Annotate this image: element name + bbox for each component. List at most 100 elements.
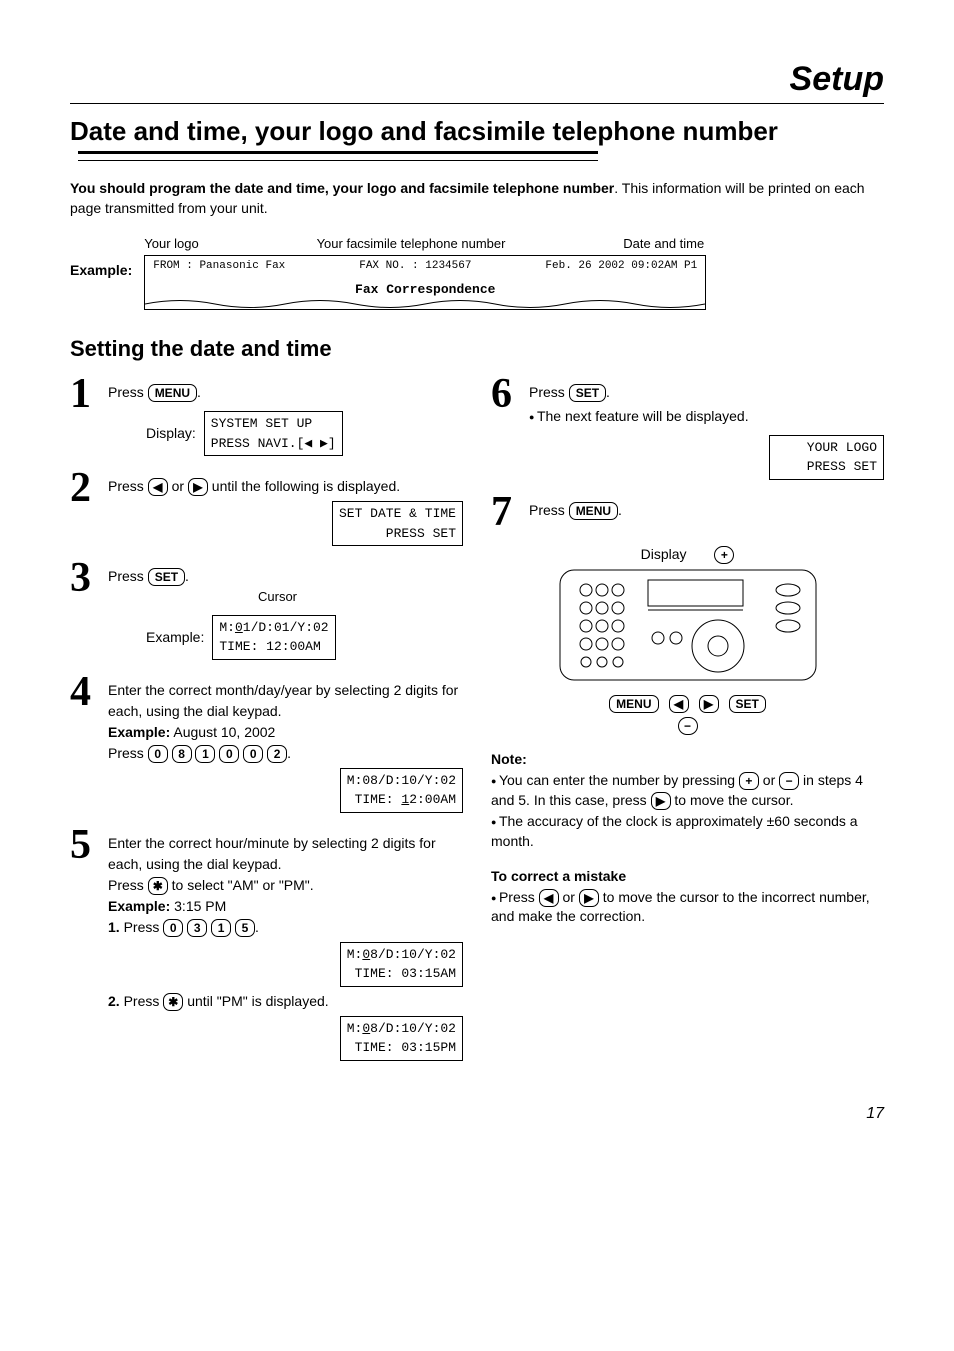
step-num-7: 7: [491, 494, 519, 532]
fax-from: FROM : Panasonic Fax: [153, 260, 285, 272]
right-arrow-key: ▶: [188, 478, 208, 496]
digit-key: 1: [211, 919, 231, 937]
s6-a: Press: [529, 384, 569, 400]
s4-ex-val: August 10, 2002: [170, 724, 275, 740]
step-2: 2 Press ◀ or ▶ until the following is di…: [70, 470, 463, 550]
s5-line1: Enter the correct hour/minute by selecti…: [108, 835, 436, 872]
right-arrow-key: ▶: [579, 889, 599, 907]
s2-mid: or: [168, 478, 188, 494]
s6-b: .: [606, 384, 610, 400]
s7-b: .: [618, 502, 622, 518]
example-block: Example: Your logo Your facsimile teleph…: [70, 236, 884, 310]
device-top-labels: Display +: [558, 546, 818, 564]
s4-ex-label: Example:: [108, 724, 170, 740]
s1-lcd: SYSTEM SET UP PRESS NAVI.[◀ ▶]: [204, 411, 343, 456]
s5-sub2-label: 2.: [108, 993, 120, 1009]
step-num-5: 5: [70, 827, 98, 865]
digit-key: 0: [219, 745, 239, 763]
device-svg: [558, 568, 818, 688]
step-4: 4 Enter the correct month/day/year by se…: [70, 674, 463, 817]
minus-key: −: [678, 717, 698, 735]
digit-key: 8: [172, 745, 192, 763]
section-title: Date and time, your logo and facsimile t…: [70, 116, 778, 146]
s7-a: Press: [529, 502, 569, 518]
step-3: 3 Press SET. Cursor Example: M:01/D:01/Y…: [70, 560, 463, 664]
s5-sub1-press: Press: [120, 919, 164, 935]
label-date-time: Date and time: [623, 236, 704, 251]
s5-dot: .: [255, 919, 259, 935]
step-6: 6 Press SET. The next feature will be di…: [491, 376, 884, 484]
right-arrow-key: ▶: [699, 695, 719, 713]
set-key: SET: [148, 568, 185, 586]
c1a: Press: [499, 889, 539, 905]
step-body-3: Press SET. Cursor Example: M:01/D:01/Y:0…: [108, 560, 463, 664]
note-list: You can enter the number by pressing + o…: [491, 771, 884, 851]
fax-header-line: FROM : Panasonic Fax FAX NO. : 1234567 F…: [145, 256, 705, 276]
s5-sub1-label: 1.: [108, 919, 120, 935]
minus-key: −: [779, 772, 799, 790]
step-num-6: 6: [491, 376, 519, 414]
s4-lcd: M:08/D:10/Y:02 TIME: 12:00AM: [340, 768, 463, 813]
s3-lcd: M:01/D:01/Y:02 TIME: 12:00AM: [212, 615, 335, 660]
intro-bold: You should program the date and time, yo…: [70, 180, 614, 196]
n1d: to move the cursor.: [671, 792, 794, 808]
s4-dot: .: [287, 745, 291, 761]
s2-lcd: SET DATE & TIME PRESS SET: [332, 501, 463, 546]
set-key-label: SET: [729, 695, 766, 713]
digit-key: 5: [235, 919, 255, 937]
plus-key: +: [739, 772, 759, 790]
s5-sub2a: Press: [120, 993, 164, 1009]
step-7: 7 Press MENU.: [491, 494, 884, 532]
n1a: You can enter the number by pressing: [499, 772, 739, 788]
title-rule: [70, 103, 884, 104]
step-num-4: 4: [70, 674, 98, 712]
set-key: SET: [569, 384, 606, 402]
digit-key: 2: [267, 745, 287, 763]
subsection-title: Setting the date and time: [70, 336, 884, 362]
right-arrow-key: ▶: [651, 792, 671, 810]
device-diagram: Display +: [558, 546, 818, 736]
step-num-2: 2: [70, 470, 98, 508]
digit-key: 0: [243, 745, 263, 763]
s3-example-label: Example:: [146, 627, 204, 648]
menu-key: MENU: [148, 384, 197, 402]
s1-display-label: Display:: [146, 423, 196, 444]
label-your-fax-num: Your facsimile telephone number: [317, 236, 506, 251]
plus-key: +: [714, 546, 734, 564]
step-body-2: Press ◀ or ▶ until the following is disp…: [108, 470, 463, 550]
step-body-6: Press SET. The next feature will be disp…: [529, 376, 884, 484]
correct-list: Press ◀ or ▶ to move the cursor to the i…: [491, 888, 884, 927]
s5-lcd1: M:08/D:10/Y:02 TIME: 03:15AM: [340, 942, 463, 987]
fax-correspondence: Fax Correspondence: [145, 276, 705, 299]
step-5: 5 Enter the correct hour/minute by selec…: [70, 827, 463, 1065]
step-body-1: Press MENU. Display: SYSTEM SET UP PRESS…: [108, 376, 463, 460]
star-key: ✱: [148, 877, 168, 895]
columns: 1 Press MENU. Display: SYSTEM SET UP PRE…: [70, 376, 884, 1075]
fax-header-box: FROM : Panasonic Fax FAX NO. : 1234567 F…: [144, 255, 706, 310]
s3-a: Press: [108, 568, 148, 584]
device-display-label: Display: [641, 546, 687, 562]
s4-press: Press: [108, 745, 148, 761]
s3-b: .: [185, 568, 189, 584]
s4-line1: Enter the correct month/day/year by sele…: [108, 682, 458, 719]
s5-sub2b: until "PM" is displayed.: [183, 993, 328, 1009]
header-labels-row: Your logo Your facsimile telephone numbe…: [144, 236, 704, 251]
step-1: 1 Press MENU. Display: SYSTEM SET UP PRE…: [70, 376, 463, 460]
correct-item: Press ◀ or ▶ to move the cursor to the i…: [491, 888, 884, 927]
section-rule: [78, 151, 598, 161]
n1b: or: [759, 772, 779, 788]
s3-row: Example: M:01/D:01/Y:02 TIME: 12:00AM: [108, 611, 463, 664]
section-heading-row: Date and time, your logo and facsimile t…: [70, 116, 884, 163]
label-your-logo: Your logo: [144, 236, 198, 251]
step-body-5: Enter the correct hour/minute by selecti…: [108, 827, 463, 1065]
left-arrow-key: ◀: [539, 889, 559, 907]
col-right: 6 Press SET. The next feature will be di…: [491, 376, 884, 1075]
digit-key: 0: [163, 919, 183, 937]
note-head: Note:: [491, 751, 884, 767]
s5-ex-val: 3:15 PM: [170, 898, 226, 914]
device-bottom-row: MENU ◀ ▶ SET: [558, 695, 818, 713]
s5-l2a: Press: [108, 877, 148, 893]
fax-wrapper: Your logo Your facsimile telephone numbe…: [144, 236, 706, 310]
correct-head: To correct a mistake: [491, 868, 884, 884]
digit-key: 3: [187, 919, 207, 937]
